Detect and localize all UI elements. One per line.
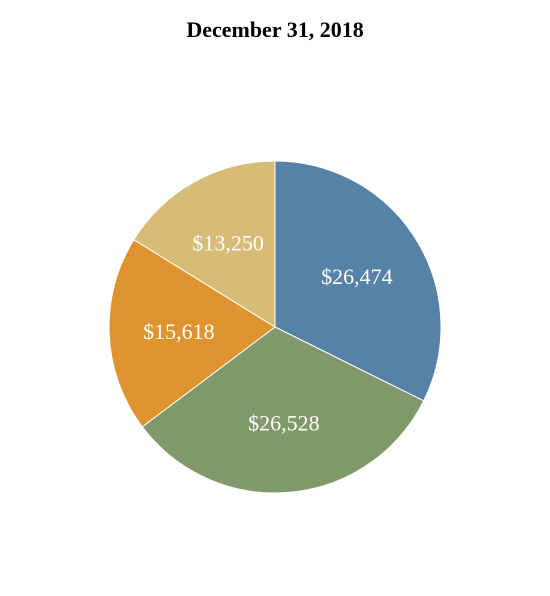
pie-slice-label-3: $15,618 bbox=[143, 319, 215, 344]
pie-labels: $26,474 $26,528 $15,618 $13,250 bbox=[143, 230, 393, 435]
pie-slice-label-2: $26,528 bbox=[248, 410, 320, 435]
pie-slice-label-4: $13,250 bbox=[192, 230, 264, 255]
pie-slice-label-1: $26,474 bbox=[321, 264, 393, 289]
pie-slice-4 bbox=[133, 160, 276, 328]
pie-slices bbox=[108, 160, 442, 494]
pie-slice-3 bbox=[108, 238, 276, 428]
pie-slice-2 bbox=[141, 326, 425, 494]
pie-slice-1 bbox=[274, 160, 442, 402]
chart-title: December 31, 2018 bbox=[186, 17, 364, 42]
